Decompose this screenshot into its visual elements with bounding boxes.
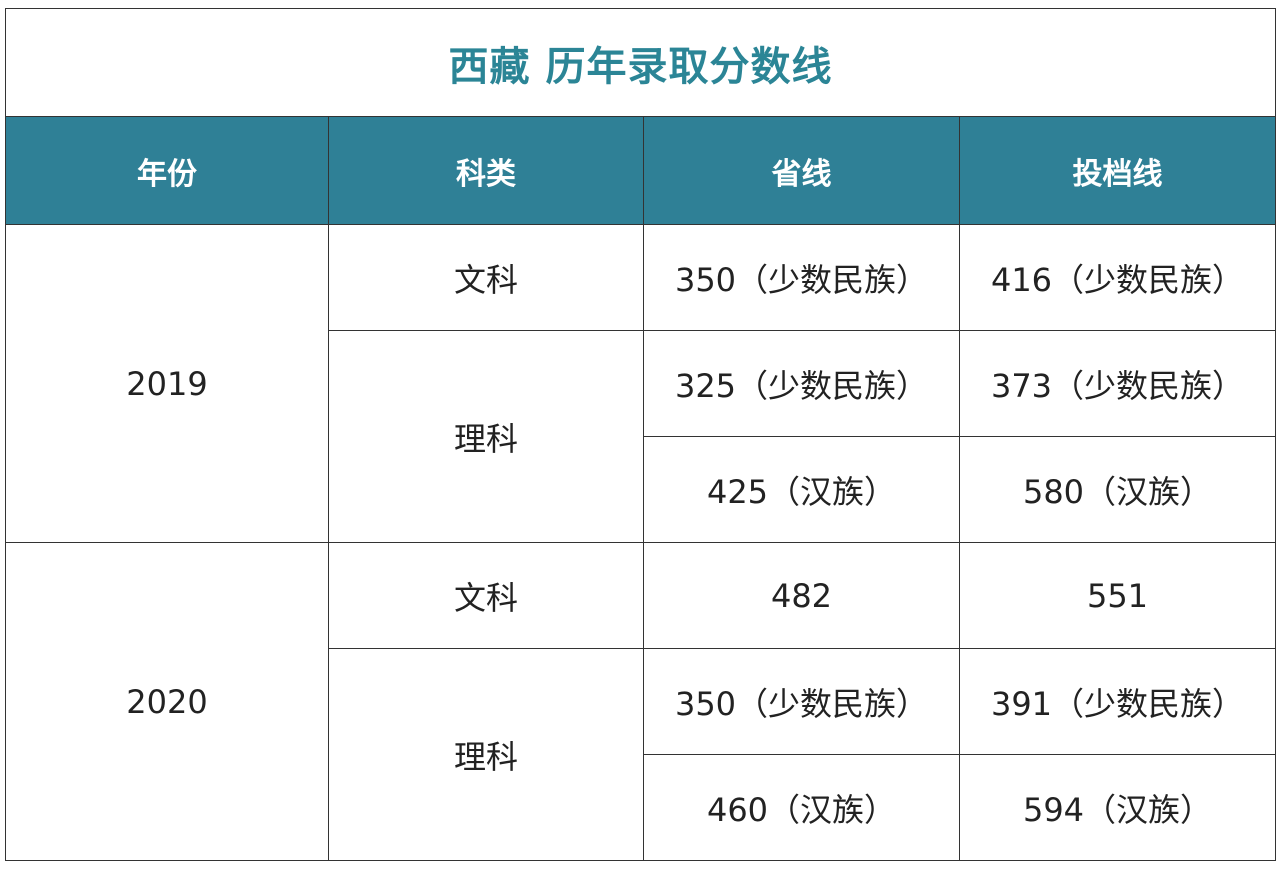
table-row: 理科 325（少数民族） 373（少数民族） xyxy=(6,330,1276,543)
table-row: 理科 350（少数民族） 391（少数民族） xyxy=(6,648,1276,861)
provincial-cell: 482 xyxy=(643,542,960,649)
category-cell: 文科 xyxy=(328,224,644,331)
admission-cell: 391（少数民族） xyxy=(959,648,1276,755)
provincial-cell: 460（汉族） xyxy=(643,754,960,861)
admission-cell: 580（汉族） xyxy=(959,436,1276,543)
table-row: 460（汉族） 594（汉族） xyxy=(6,754,1276,861)
category-cell: 理科 xyxy=(328,648,644,861)
header-row: 年份 科类 省线 投档线 xyxy=(5,116,1276,225)
header-category: 科类 xyxy=(328,116,644,225)
provincial-cell: 350（少数民族） xyxy=(643,224,960,331)
admission-cell: 594（汉族） xyxy=(959,754,1276,861)
year-cell: 2020 xyxy=(5,542,329,861)
table-row: 2019 文科 350（少数民族） 416（少数民族） xyxy=(5,224,1276,543)
year-cell: 2019 xyxy=(5,224,329,543)
header-admission-line: 投档线 xyxy=(959,116,1276,225)
admission-cell: 416（少数民族） xyxy=(959,224,1276,331)
table-row: 2020 文科 482 551 xyxy=(5,542,1276,861)
table-title: 西藏 历年录取分数线 xyxy=(5,8,1276,117)
admission-cell: 373（少数民族） xyxy=(959,330,1276,437)
category-cell: 理科 xyxy=(328,330,644,543)
category-cell: 文科 xyxy=(328,542,644,649)
provincial-cell: 325（少数民族） xyxy=(643,330,960,437)
admission-cell: 551 xyxy=(959,542,1276,649)
provincial-cell: 350（少数民族） xyxy=(643,648,960,755)
provincial-cell: 425（汉族） xyxy=(643,436,960,543)
admission-score-table: 西藏 历年录取分数线 年份 科类 省线 投档线 2019 文科 350（少数民族… xyxy=(5,8,1276,861)
header-provincial-line: 省线 xyxy=(643,116,960,225)
header-year: 年份 xyxy=(5,116,329,225)
